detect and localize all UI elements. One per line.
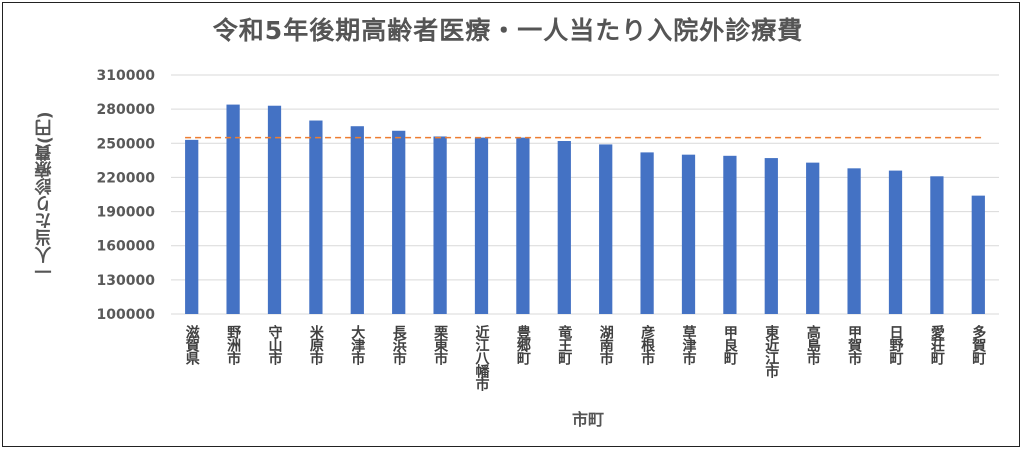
y-tick-label: 190000: [97, 205, 156, 221]
x-tick-label: 野洲市: [225, 325, 241, 366]
x-tick-label: 湖南市: [598, 325, 614, 366]
y-tick-label: 130000: [97, 273, 156, 289]
x-tick-label: 米原市: [308, 324, 324, 366]
y-tick-label: 250000: [97, 136, 156, 152]
x-tick-label: 愛荘町: [929, 324, 945, 366]
x-tick-label: 滋賀県: [184, 324, 201, 366]
bar: [723, 155, 737, 314]
bar: [847, 168, 861, 314]
x-tick-label: 甲良町: [722, 325, 738, 366]
bar: [888, 170, 903, 314]
bar: [309, 120, 323, 315]
x-tick-label: 栗東市: [432, 325, 448, 366]
x-tick-label: 甲賀市: [846, 325, 863, 366]
x-tick-label: 彦根市: [639, 324, 655, 366]
bar: [971, 195, 985, 314]
x-tick-label: 竜王町: [556, 324, 572, 366]
x-tick-label: 豊郷町: [515, 324, 531, 366]
bar: [806, 162, 820, 314]
y-tick-label: 160000: [97, 239, 156, 255]
bar: [392, 130, 406, 314]
y-tick-label: 280000: [97, 102, 156, 118]
x-tick-label: 多賀町: [970, 324, 987, 366]
y-tick-label: 220000: [97, 170, 156, 186]
y-tick-label: 100000: [97, 307, 156, 323]
bar: [930, 176, 944, 314]
bar: [350, 126, 364, 314]
bar: [226, 104, 240, 314]
bar: [516, 137, 530, 314]
bar: [599, 144, 613, 314]
x-tick-label: 東近江市: [763, 324, 779, 379]
bar: [640, 152, 654, 314]
bar: [557, 141, 571, 314]
bar: [764, 158, 778, 314]
x-axis-label: 市町: [571, 410, 604, 429]
x-tick-label: 近江八幡市: [474, 324, 491, 392]
bar: [474, 137, 489, 314]
x-tick-label: 高島市: [805, 324, 821, 366]
chart-title: 令和5年後期高齢者医療・一人当たり入院外診療費: [212, 16, 804, 45]
bar: [433, 136, 447, 314]
bar: [681, 154, 696, 314]
bar: [185, 139, 199, 314]
bar: [267, 105, 282, 314]
x-tick-label: 草津市: [681, 324, 697, 366]
y-tick-label: 310000: [97, 68, 156, 84]
x-tick-label: 日野町: [888, 325, 904, 366]
x-tick-label: 長浜市: [391, 325, 407, 366]
chart-plot: 100000 130000 160000 190000 220000 250000 2800…: [97, 68, 999, 392]
x-tick-label: 大津市: [349, 324, 365, 366]
x-tick-label: 守山市: [267, 324, 283, 366]
